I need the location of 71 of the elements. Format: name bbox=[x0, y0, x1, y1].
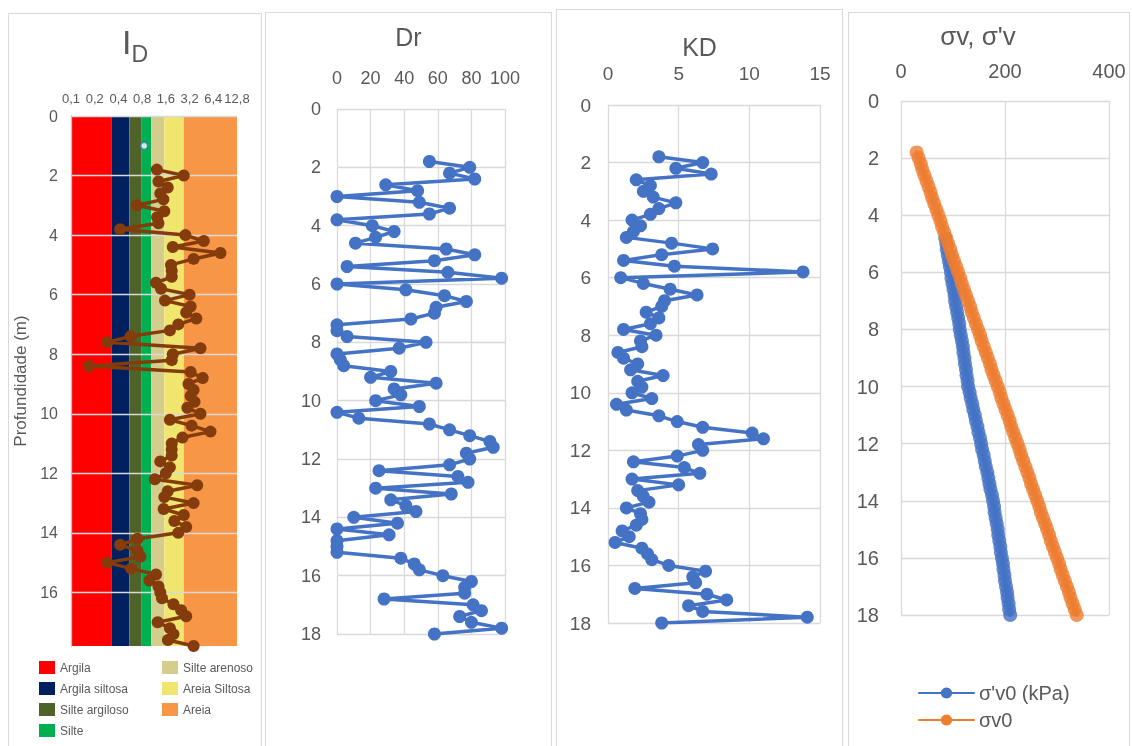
y-tick-label: 8 bbox=[867, 318, 879, 341]
legend-label: σ'v0 (kPa) bbox=[979, 682, 1070, 704]
y-tick-label: 18 bbox=[856, 604, 879, 626]
y-tick-label: 4 bbox=[49, 226, 59, 244]
x-tick-label: 0,8 bbox=[133, 91, 152, 106]
y-tick-label: 2 bbox=[310, 157, 321, 178]
y-tick-label: 18 bbox=[569, 612, 591, 634]
y-tick-label: 4 bbox=[310, 215, 321, 236]
chart-title: KD bbox=[681, 32, 718, 62]
y-tick-label: 8 bbox=[49, 345, 59, 363]
y-tick-label: 0 bbox=[49, 107, 59, 125]
y-tick-label: 2 bbox=[867, 147, 879, 170]
x-tick-label: 80 bbox=[461, 68, 482, 88]
y-tick-label: 4 bbox=[867, 204, 879, 227]
x-tick-label: 0 bbox=[331, 68, 343, 88]
x-tick-label: 1,6 bbox=[156, 91, 175, 106]
x-tick-label: 5 bbox=[673, 63, 684, 84]
y-tick-label: 14 bbox=[40, 524, 59, 542]
y-tick-label: 14 bbox=[856, 489, 879, 512]
y-axis-title: Profundidade (m) bbox=[11, 315, 31, 447]
legend-label: σv0 bbox=[979, 709, 1013, 731]
y-tick-label: 10 bbox=[856, 375, 879, 398]
legend-label: Silte arenoso bbox=[183, 660, 254, 675]
x-tick-label: 0 bbox=[895, 60, 907, 82]
y-tick-label: 16 bbox=[856, 546, 879, 569]
chart-title: Dr bbox=[394, 22, 423, 52]
y-tick-label: 8 bbox=[310, 332, 321, 353]
x-tick-label: 3,2 bbox=[180, 91, 199, 106]
chart-title: σv, σ'v bbox=[939, 21, 1017, 51]
y-tick-label: 12 bbox=[569, 439, 591, 461]
y-tick-label: 6 bbox=[310, 274, 321, 294]
x-tick-label: 15 bbox=[809, 63, 831, 84]
x-tick-label: 6,4 bbox=[204, 91, 223, 106]
chart-title: I$_{D}$ bbox=[120, 22, 150, 68]
x-tick-label: 10 bbox=[738, 63, 760, 84]
x-tick-label: 100 bbox=[489, 68, 521, 88]
legend-label: Silte argiloso bbox=[60, 702, 130, 717]
y-tick-label: 10 bbox=[569, 382, 591, 404]
y-tick-label: 18 bbox=[300, 624, 321, 644]
legend-label: Silte bbox=[60, 723, 84, 738]
y-tick-label: 14 bbox=[300, 507, 321, 528]
y-tick-label: 2 bbox=[49, 167, 59, 185]
y-tick-label: 16 bbox=[40, 583, 59, 601]
y-tick-label: 12 bbox=[40, 464, 59, 482]
y-tick-label: 2 bbox=[580, 152, 591, 174]
y-tick-label: 10 bbox=[300, 390, 321, 411]
y-tick-label: 16 bbox=[300, 565, 321, 586]
y-tick-label: 8 bbox=[580, 324, 591, 346]
x-tick-label: 400 bbox=[1092, 60, 1126, 82]
legend-label: Argila bbox=[60, 660, 92, 675]
x-tick-label: 0,4 bbox=[109, 91, 128, 106]
y-tick-label: 14 bbox=[569, 497, 592, 519]
y-tick-label: 6 bbox=[867, 261, 879, 284]
x-tick-label: 0,2 bbox=[85, 91, 104, 106]
y-tick-label: 6 bbox=[49, 286, 59, 304]
x-tick-label: 12,8 bbox=[224, 91, 250, 106]
y-tick-label: 16 bbox=[569, 554, 591, 576]
x-tick-label: 40 bbox=[394, 68, 415, 88]
x-tick-label: 0 bbox=[602, 63, 614, 84]
y-tick-label: 4 bbox=[580, 209, 592, 231]
x-tick-label: 20 bbox=[360, 68, 381, 88]
legend-label: Areia bbox=[183, 702, 212, 717]
y-tick-label: 12 bbox=[300, 449, 321, 469]
y-tick-label: 12 bbox=[856, 432, 879, 455]
y-tick-label: 6 bbox=[580, 267, 591, 289]
x-tick-label: 200 bbox=[988, 60, 1022, 82]
y-tick-label: 10 bbox=[40, 405, 59, 423]
x-tick-label: 0,1 bbox=[61, 91, 81, 106]
x-tick-label: 60 bbox=[427, 68, 448, 88]
legend-label: Areia Siltosa bbox=[183, 681, 251, 696]
legend-label: Argila siltosa bbox=[60, 681, 129, 696]
